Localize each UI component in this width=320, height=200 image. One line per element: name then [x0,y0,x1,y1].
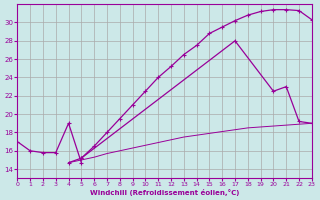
X-axis label: Windchill (Refroidissement éolien,°C): Windchill (Refroidissement éolien,°C) [90,189,239,196]
